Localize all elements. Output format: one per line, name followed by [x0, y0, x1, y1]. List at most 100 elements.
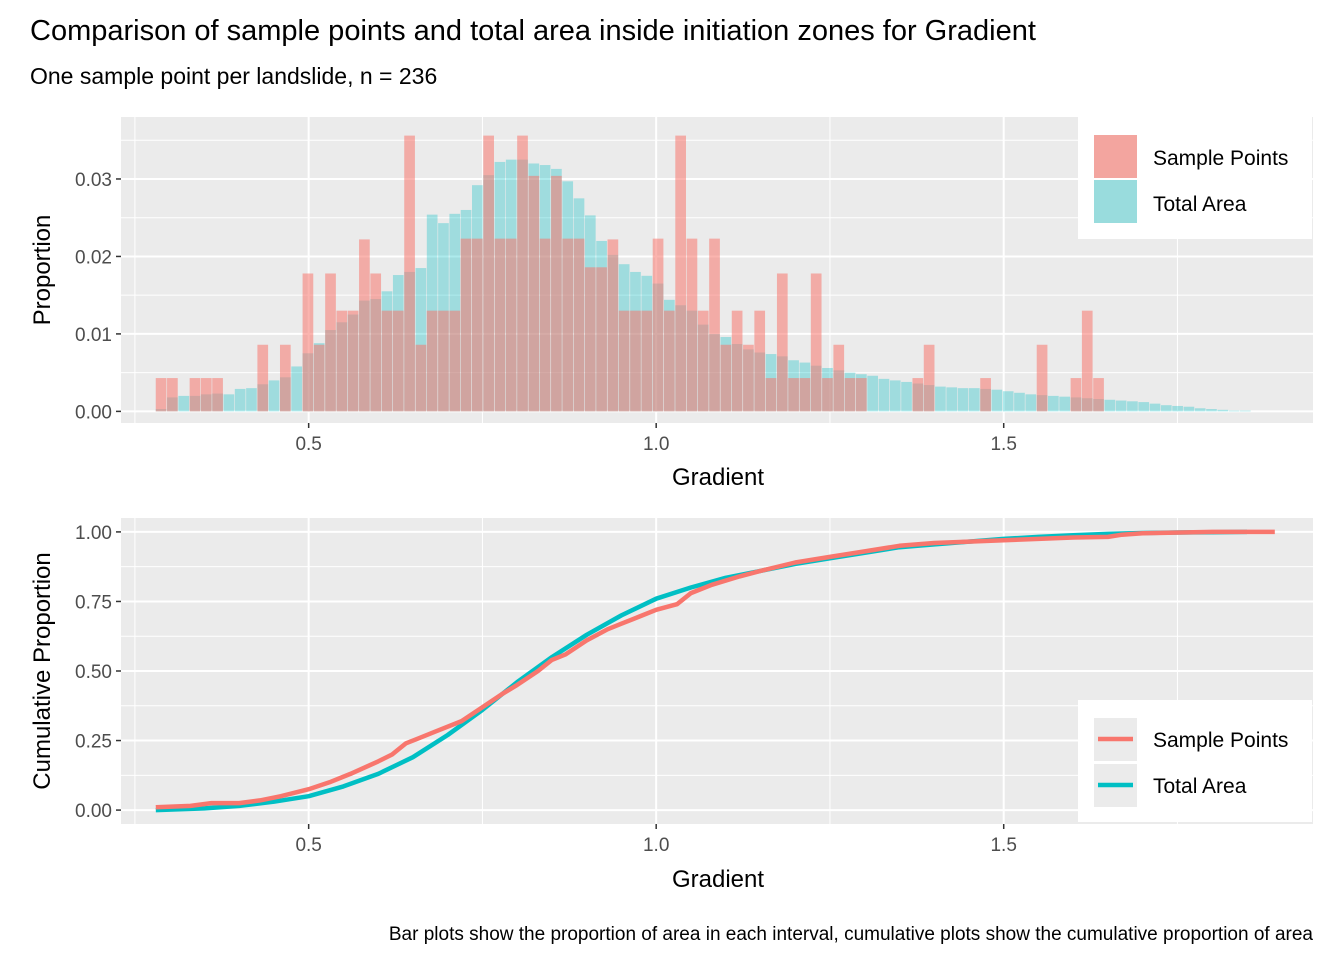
bar-total-area	[1172, 405, 1183, 412]
bar-sample-points	[573, 238, 585, 412]
bar-sample-points	[697, 310, 709, 412]
line-x-axis-label: Gradient	[672, 866, 764, 893]
bar-sample-points	[1036, 344, 1048, 412]
line-x-tick-label: 1.5	[990, 835, 1016, 856]
bar-sample-points	[347, 310, 359, 412]
bar-legend: Sample Points Total Area	[1078, 117, 1312, 239]
bar-total-area	[291, 366, 302, 412]
bar-y-ticks: 0.00 0.01 0.02 0.03	[75, 170, 121, 423]
bar-y-tick-label: 0.01	[75, 325, 112, 346]
line-y-tick-label: 1.00	[75, 523, 112, 544]
bar-total-area	[1059, 396, 1071, 412]
bar-sample-points	[528, 175, 540, 412]
bar-sample-points	[664, 310, 675, 412]
bar-total-area	[901, 381, 912, 412]
bar-y-tick-label: 0.03	[75, 170, 112, 191]
bar-sample-points	[212, 378, 223, 412]
bar-sample-points	[302, 273, 314, 412]
bar-total-area	[1104, 399, 1116, 412]
bar-sample-points	[313, 344, 325, 412]
line-x-tick-label: 0.5	[295, 835, 321, 856]
bar-sample-points	[754, 310, 766, 412]
bar-sample-points	[822, 378, 833, 412]
line-y-tick-label: 0.75	[75, 592, 112, 613]
bar-sample-points	[776, 273, 788, 412]
bar-sample-points	[392, 310, 404, 412]
bar-sample-points	[912, 378, 924, 412]
bar-sample-points	[189, 378, 201, 412]
bar-legend-key-total-area	[1094, 180, 1137, 223]
bar-sample-points	[923, 344, 935, 412]
bar-sample-points	[596, 267, 607, 412]
line-y-axis-label: Cumulative Proportion	[29, 552, 56, 789]
bar-total-area	[889, 380, 901, 412]
line-legend: Sample Points Total Area	[1078, 700, 1312, 822]
bar-sample-points	[167, 378, 178, 412]
bar-legend-swatch-sample-points	[1094, 135, 1137, 178]
bar-total-area	[935, 386, 946, 412]
bar-total-area	[178, 395, 190, 412]
bar-x-axis-label: Gradient	[672, 464, 764, 491]
bar-sample-points	[709, 238, 720, 412]
bar-total-area	[1160, 405, 1172, 412]
bar-sample-points	[325, 273, 336, 412]
line-y-ticks: 0.00 0.25 0.50 0.75 1.00	[75, 523, 121, 822]
bar-sample-points	[460, 238, 472, 412]
bar-total-area	[1194, 408, 1206, 412]
bar-sample-points	[799, 378, 811, 412]
bar-total-area	[223, 394, 235, 412]
bar-total-area	[968, 388, 980, 412]
bar-total-area	[1138, 402, 1150, 412]
bar-sample-points	[562, 238, 574, 412]
bar-total-area	[1183, 406, 1195, 412]
bar-total-area	[878, 378, 890, 412]
line-panel: 0.5 1.0 1.5 0.000.250.500.751.00 Gradient …	[29, 518, 1313, 893]
bar-y-tick-label: 0.02	[75, 247, 112, 268]
bar-total-area	[957, 388, 969, 412]
bar-sample-points	[336, 310, 348, 412]
bar-x-ticks: 0.5 1.0 1.5	[295, 423, 1017, 455]
bar-x-tick-label: 0.5	[295, 434, 321, 455]
bar-sample-points	[505, 238, 517, 412]
line-y-tick-label: 0.25	[75, 732, 112, 753]
line-y-tick-label: 0.00	[75, 801, 112, 822]
bar-sample-points	[630, 310, 641, 412]
bar-total-area	[234, 388, 246, 412]
bar-total-area	[1002, 391, 1014, 412]
bar-total-area	[1228, 410, 1240, 412]
bar-sample-points	[155, 378, 167, 412]
bar-total-area	[1014, 392, 1025, 412]
bar-y-axis-label: Proportion	[29, 215, 56, 326]
bar-sample-points	[675, 135, 686, 412]
bar-sample-points	[381, 310, 393, 412]
bar-sample-points	[438, 310, 449, 412]
bar-total-area	[991, 389, 1003, 412]
bar-sample-points	[618, 310, 630, 412]
line-series-sample-points	[155, 529, 1275, 810]
bar-sample-points	[833, 344, 845, 412]
bar-sample-points	[652, 238, 664, 412]
bar-total-area	[946, 387, 958, 412]
line-y-tick-label: 0.50	[75, 662, 112, 683]
bar-sample-points	[200, 378, 212, 412]
bar-total-area	[867, 375, 878, 412]
bar-legend-swatch-total-area	[1094, 180, 1137, 223]
bar-sample-points	[471, 238, 483, 412]
bar-sample-points	[980, 378, 991, 412]
bar-sample-points	[743, 344, 754, 412]
bar-total-area	[1048, 395, 1059, 412]
bar-sample-points	[257, 344, 269, 412]
bar-sample-points	[449, 310, 461, 412]
bar-total-area	[246, 388, 257, 412]
bar-total-area	[1149, 403, 1161, 412]
bar-sample-points	[359, 239, 370, 412]
bar-x-tick-label: 1.0	[643, 434, 669, 455]
bar-total-area	[268, 380, 280, 412]
bar-legend-label-total-area: Total Area	[1153, 193, 1247, 216]
bar-sample-points	[765, 378, 777, 412]
bar-sample-points	[404, 135, 415, 412]
chart-caption: Bar plots show the proportion of area in…	[389, 924, 1314, 945]
bar-sample-points	[720, 344, 732, 412]
bar-legend-label-sample-points: Sample Points	[1153, 147, 1288, 170]
